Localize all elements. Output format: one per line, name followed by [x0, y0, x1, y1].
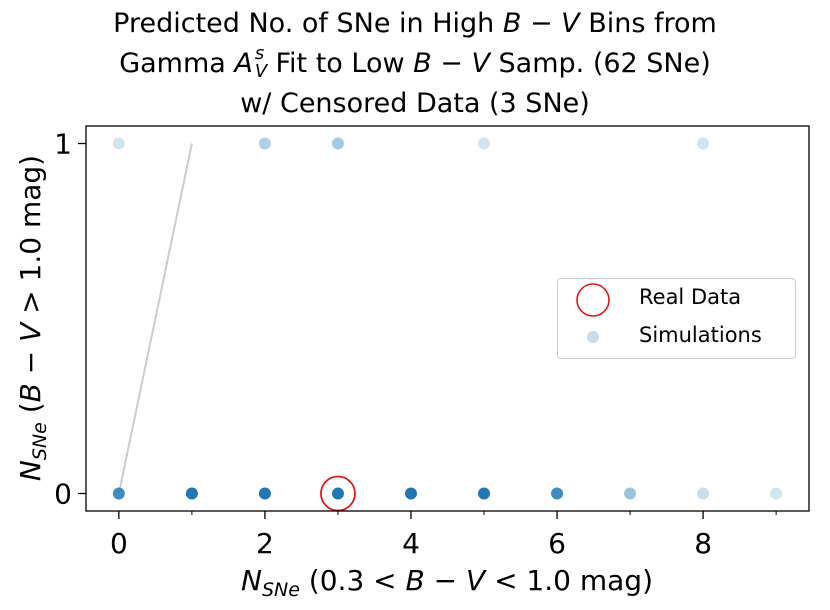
legend-entry-simulations: Simulations — [558, 319, 797, 359]
simulation-point — [185, 487, 198, 500]
legend-label-real-data: Real Data — [639, 285, 742, 309]
x-axis-label: NSNe (0.3 < B − V < 1.0 mag) — [241, 564, 653, 601]
legend-marker-real-data — [576, 283, 610, 317]
y-axis-label: NSNe (B − V > 1.0 mag) — [14, 155, 51, 481]
x-tick-label: 4 — [402, 527, 420, 560]
simulation-point — [624, 487, 637, 500]
chart-title-line-3: w/ Censored Data (3 SNe) — [240, 88, 590, 119]
x-tick-label: 6 — [548, 527, 566, 560]
legend-entry-real-data: Real Data — [558, 279, 797, 319]
legend: Real Data Simulations — [557, 278, 796, 359]
legend-label-simulations: Simulations — [639, 323, 762, 347]
simulation-point — [478, 487, 491, 500]
x-tick-label: 0 — [110, 527, 128, 560]
x-tick-label: 2 — [256, 527, 274, 560]
simulation-point — [478, 137, 491, 150]
plot-area-frame — [85, 125, 810, 512]
y-tick-label: 1 — [54, 128, 72, 161]
simulation-point — [112, 137, 125, 150]
simulation-point — [551, 487, 564, 500]
simulation-point — [258, 487, 271, 500]
simulation-point — [331, 137, 344, 150]
x-tick-label: 8 — [694, 527, 712, 560]
legend-marker-simulations — [587, 331, 599, 343]
simulation-point — [112, 487, 125, 500]
reference-line — [117, 143, 193, 494]
y-tick-label: 0 — [54, 478, 72, 511]
simulation-point — [258, 137, 271, 150]
simulation-point — [770, 487, 783, 500]
simulation-point — [697, 487, 710, 500]
simulation-point — [404, 487, 417, 500]
simulation-point — [697, 137, 710, 150]
chart-title-line-1: Predicted No. of SNe in High B − V Bins … — [113, 8, 717, 39]
simulation-point — [331, 487, 344, 500]
